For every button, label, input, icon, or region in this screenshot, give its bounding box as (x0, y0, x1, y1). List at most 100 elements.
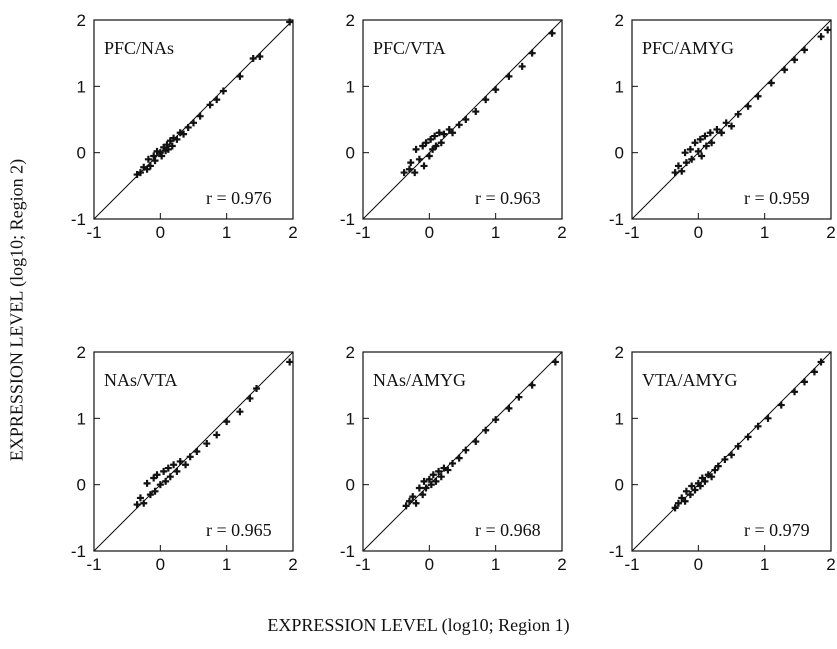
data-point (156, 481, 164, 489)
data-point (449, 129, 457, 137)
data-point (698, 152, 706, 160)
y-tick-label: -1 (71, 210, 86, 229)
panel-title: PFC/NAs (104, 38, 174, 58)
x-tick-label: 0 (425, 223, 434, 242)
scatter-panel: -1 0 1 2 -1 0 1 2 PFC/NAs r = 0.976 (71, 11, 298, 242)
data-point (696, 482, 704, 490)
y-tick-label: 2 (346, 343, 355, 362)
data-point (160, 467, 168, 475)
data-point (817, 358, 825, 366)
correlation-label: r = 0.976 (206, 188, 272, 208)
data-point (810, 368, 818, 376)
data-point (168, 142, 176, 150)
data-point (427, 135, 435, 143)
data-point (791, 56, 799, 64)
data-point (444, 466, 452, 474)
data-point (817, 33, 825, 41)
data-point (162, 477, 170, 485)
data-point (781, 66, 789, 74)
data-point (286, 18, 294, 26)
data-point (674, 162, 682, 170)
y-tick-label: 0 (346, 476, 355, 495)
data-point (764, 414, 772, 422)
data-point (437, 139, 445, 147)
data-point (681, 149, 689, 157)
data-point (686, 145, 694, 153)
data-point (402, 502, 410, 510)
y-tick-label: -1 (609, 210, 624, 229)
data-point (146, 162, 154, 170)
data-point (236, 72, 244, 80)
x-tick-label: 0 (156, 223, 165, 242)
data-point (236, 408, 244, 416)
y-tick-label: -1 (340, 210, 355, 229)
x-tick-label: 2 (826, 555, 835, 574)
x-axis-label: EXPRESSION LEVEL (log10; Region 1) (267, 615, 570, 635)
data-point (711, 466, 719, 474)
data-point (701, 477, 709, 485)
x-tick-label: 2 (288, 555, 297, 574)
data-point (482, 426, 490, 434)
x-tick-label: 1 (491, 223, 500, 242)
data-point (246, 394, 254, 402)
data-point (694, 147, 702, 155)
data-point (455, 121, 463, 129)
data-point (203, 440, 211, 448)
y-tick-label: 2 (77, 343, 86, 362)
data-point (440, 464, 448, 472)
x-tick-label: 1 (760, 555, 769, 574)
y-tick-label: 0 (615, 476, 624, 495)
data-point (182, 461, 190, 469)
data-point (151, 157, 159, 165)
data-point (551, 358, 559, 366)
identity-line (631, 19, 832, 220)
data-point (492, 416, 500, 424)
data-point (718, 129, 726, 137)
data-point (140, 499, 148, 507)
data-point (472, 438, 480, 446)
data-point (143, 479, 151, 487)
x-tick-label: -1 (624, 223, 639, 242)
x-tick-label: 2 (288, 223, 297, 242)
data-point (186, 453, 194, 461)
data-point (777, 401, 785, 409)
data-point (744, 433, 752, 441)
data-point (422, 484, 430, 492)
data-point (170, 461, 178, 469)
y-tick-label: 0 (346, 144, 355, 163)
data-point (432, 477, 440, 485)
scatter-panel: -1 0 1 2 -1 0 1 2 VTA/AMYG r = 0.979 (609, 343, 836, 574)
data-point (678, 167, 686, 175)
correlation-label: r = 0.979 (744, 520, 810, 540)
data-point (407, 159, 415, 167)
data-point (691, 486, 699, 494)
data-point (249, 54, 257, 62)
plot-frame (93, 19, 294, 220)
x-tick-label: -1 (355, 555, 370, 574)
data-point (548, 29, 556, 37)
data-point (173, 135, 181, 143)
data-point (431, 132, 439, 140)
data-point (528, 381, 536, 389)
data-point (688, 482, 696, 490)
data-point (482, 96, 490, 104)
data-point (151, 487, 159, 495)
data-point (425, 475, 433, 483)
data-point (193, 448, 201, 455)
plot-frame (631, 351, 832, 552)
plot-frame (631, 19, 832, 220)
x-tick-label: -1 (86, 223, 101, 242)
data-point (528, 49, 536, 57)
data-point (400, 169, 408, 177)
data-point (253, 384, 261, 392)
x-tick-label: 0 (156, 555, 165, 574)
data-point (164, 145, 172, 153)
correlation-label: r = 0.959 (744, 188, 810, 208)
y-tick-label: 2 (346, 11, 355, 30)
x-tick-label: 1 (222, 223, 231, 242)
plot-frame (362, 19, 563, 220)
data-point (256, 52, 264, 60)
data-point (136, 494, 144, 502)
